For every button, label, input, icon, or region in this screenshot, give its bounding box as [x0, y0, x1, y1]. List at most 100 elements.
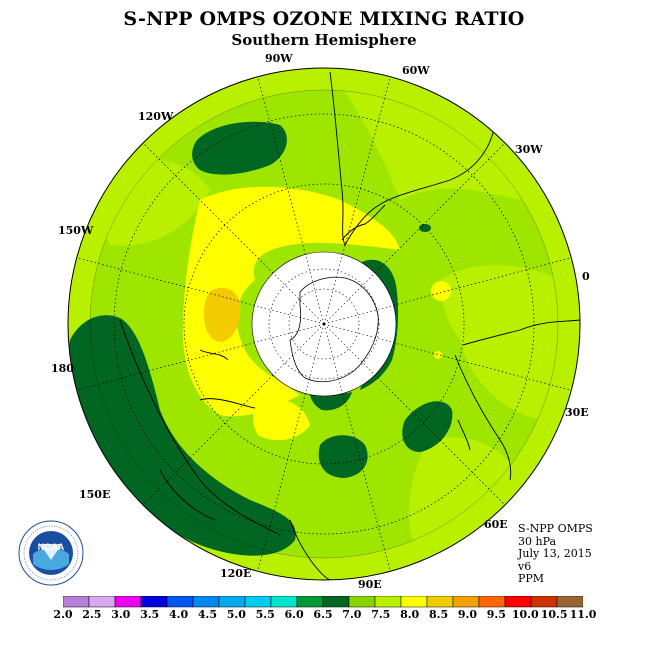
logo-text: NOAA [38, 542, 65, 552]
meridian-line [305, 254, 325, 325]
meridian-line [257, 76, 306, 255]
meridian-line [305, 323, 325, 394]
longitude-label: 150E [79, 488, 111, 501]
longitude-label: 30E [565, 406, 589, 419]
colorbar-swatch [63, 596, 90, 608]
chart-title: S-NPP OMPS OZONE MIXING RATIO [123, 8, 525, 30]
colorbar-tick-label: 7.5 [371, 608, 391, 621]
south-pole-marker [322, 322, 326, 326]
colorbar-swatch [244, 596, 272, 608]
graticule [113, 113, 535, 535]
colorbar-tick-label: 6.0 [284, 608, 304, 621]
colorbar-tick-label: 7.0 [342, 608, 362, 621]
ozone-8.5-region [182, 186, 400, 417]
meridian-line [323, 272, 376, 325]
colorbar-swatch [374, 596, 402, 608]
meridian-line [76, 342, 255, 391]
ozone-8.5-region [431, 281, 451, 301]
colorbar-tick-label: 4.0 [168, 608, 189, 621]
meridian-line [374, 142, 506, 274]
colorbar-tick-label: 8.0 [400, 608, 420, 621]
ozone-patch [99, 159, 210, 246]
colorbar-swatch [114, 596, 142, 608]
meridian-line [323, 254, 343, 325]
ozone-patch [409, 437, 520, 560]
colorbar-swatch [218, 596, 246, 608]
meridian-line [272, 323, 325, 376]
colorbar-tick-label: 5.5 [255, 608, 275, 621]
colorbar-swatch [192, 596, 220, 608]
info-date: July 13, 2015 [518, 547, 592, 560]
colorbar-swatch [322, 596, 350, 608]
colorbar-swatch [556, 596, 583, 608]
ozone-contours [68, 68, 580, 580]
longitude-label: 60E [484, 518, 508, 531]
meridians [76, 76, 572, 572]
longitude-label: 60W [402, 64, 430, 77]
colorbar-swatch [426, 596, 454, 608]
colorbar-tick-label: 5.0 [226, 608, 246, 621]
longitude-label: 90W [265, 52, 293, 65]
longitude-label: 120E [220, 567, 252, 580]
meridian-line [323, 323, 394, 343]
meridian-line [142, 142, 274, 274]
info-instrument: S-NPP OMPS [518, 522, 593, 535]
coastlines [119, 71, 580, 580]
colorbar-swatch [140, 596, 168, 608]
meridian-line [272, 272, 325, 325]
longitude-label: 0 [582, 270, 590, 283]
ozone-8.5-region [434, 351, 442, 359]
meridian-line [254, 305, 325, 325]
colorbar-tick-label: 3.5 [140, 608, 160, 621]
ozone-7.0-region [402, 401, 453, 452]
longitude-label: 180 [51, 362, 74, 375]
colorbar-tick-label: 2.5 [82, 608, 102, 621]
colorbar-tick-label: 4.5 [197, 608, 217, 621]
ozone-patch [440, 265, 569, 420]
colorbar-tick-label: 10.0 [511, 608, 539, 621]
info-version: v6 [518, 559, 532, 573]
ozone-8.5-region [252, 398, 310, 441]
colorbar-tick-label: 6.5 [313, 608, 333, 621]
meridian-line [257, 393, 306, 572]
colorbar-swatch [88, 596, 116, 608]
longitude-label: 90E [358, 578, 382, 591]
noaa-logo: NOAA [18, 520, 84, 586]
colorbar-tick-label: 8.5 [428, 608, 449, 621]
info-units: PPM [518, 572, 545, 585]
colorbar-swatch [478, 596, 506, 608]
map-border [67, 67, 581, 581]
colorbar-tick-label: 10.5 [540, 608, 568, 621]
meridian-line [254, 323, 325, 343]
info-level: 30 hPa [518, 534, 557, 548]
meridian-line [76, 257, 255, 306]
colorbar-swatch [296, 596, 324, 608]
longitude-label: 120W [138, 110, 174, 123]
colorbar-swatch [452, 596, 480, 608]
meridian-line [374, 374, 506, 506]
meridian-line [323, 323, 376, 376]
colorbar-tick-label: 2.0 [53, 608, 73, 621]
ozone-7.0-region [192, 121, 287, 175]
colorbar-tick-label: 11.0 [569, 608, 597, 621]
colorbar-tick-label: 9.0 [457, 608, 477, 621]
colorbar-swatch [400, 596, 428, 608]
meridian-line [393, 342, 572, 391]
meridian-line [393, 257, 572, 306]
colorbar-swatch [530, 596, 558, 608]
inner-graticule [268, 268, 380, 380]
colorbar-swatch [504, 596, 532, 608]
colorbar-tick-label: 9.5 [486, 608, 506, 621]
meridian-line [323, 323, 343, 394]
ozone-7.0-region [318, 435, 368, 478]
antarctica-coastline [289, 276, 379, 383]
ozone-9.0-region [203, 287, 241, 342]
colorbar [63, 596, 583, 608]
longitude-label: 150W [58, 224, 94, 237]
meridian-line [323, 305, 394, 325]
meridian-line [342, 76, 391, 255]
colorbar-swatch [348, 596, 376, 608]
meridian-line [142, 374, 274, 506]
colorbar-tick-label: 3.0 [111, 608, 131, 621]
